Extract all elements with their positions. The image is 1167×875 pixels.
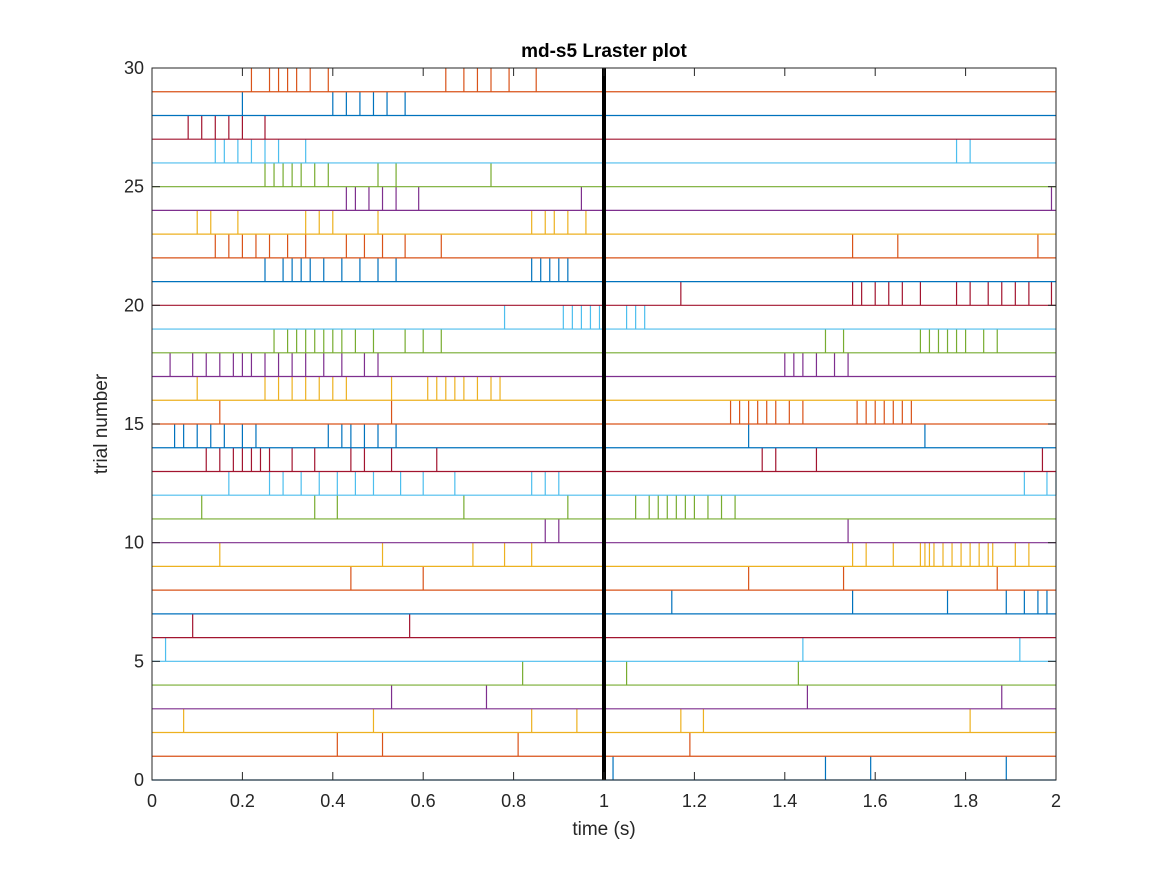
y-tick-label: 5: [134, 651, 144, 671]
x-tick-label: 0.2: [230, 791, 255, 811]
x-tick-label: 1.6: [863, 791, 888, 811]
y-tick-label: 25: [124, 177, 144, 197]
y-tick-label: 15: [124, 414, 144, 434]
y-tick-label: 0: [134, 770, 144, 790]
x-tick-label: 0.8: [501, 791, 526, 811]
x-tick-label: 0: [147, 791, 157, 811]
x-tick-label: 0.4: [320, 791, 345, 811]
x-tick-label: 1.8: [953, 791, 978, 811]
y-tick-label: 20: [124, 295, 144, 315]
x-tick-label: 0.6: [411, 791, 436, 811]
y-tick-label: 30: [124, 58, 144, 78]
chart-title: md-s5 Lraster plot: [521, 41, 687, 62]
y-tick-label: 10: [124, 533, 144, 553]
y-axis-label: trial number: [91, 373, 112, 474]
x-tick-label: 1.4: [772, 791, 797, 811]
x-tick-label: 2: [1051, 791, 1061, 811]
x-tick-label: 1: [599, 791, 609, 811]
x-tick-label: 1.2: [682, 791, 707, 811]
x-axis-label: time (s): [572, 819, 635, 840]
